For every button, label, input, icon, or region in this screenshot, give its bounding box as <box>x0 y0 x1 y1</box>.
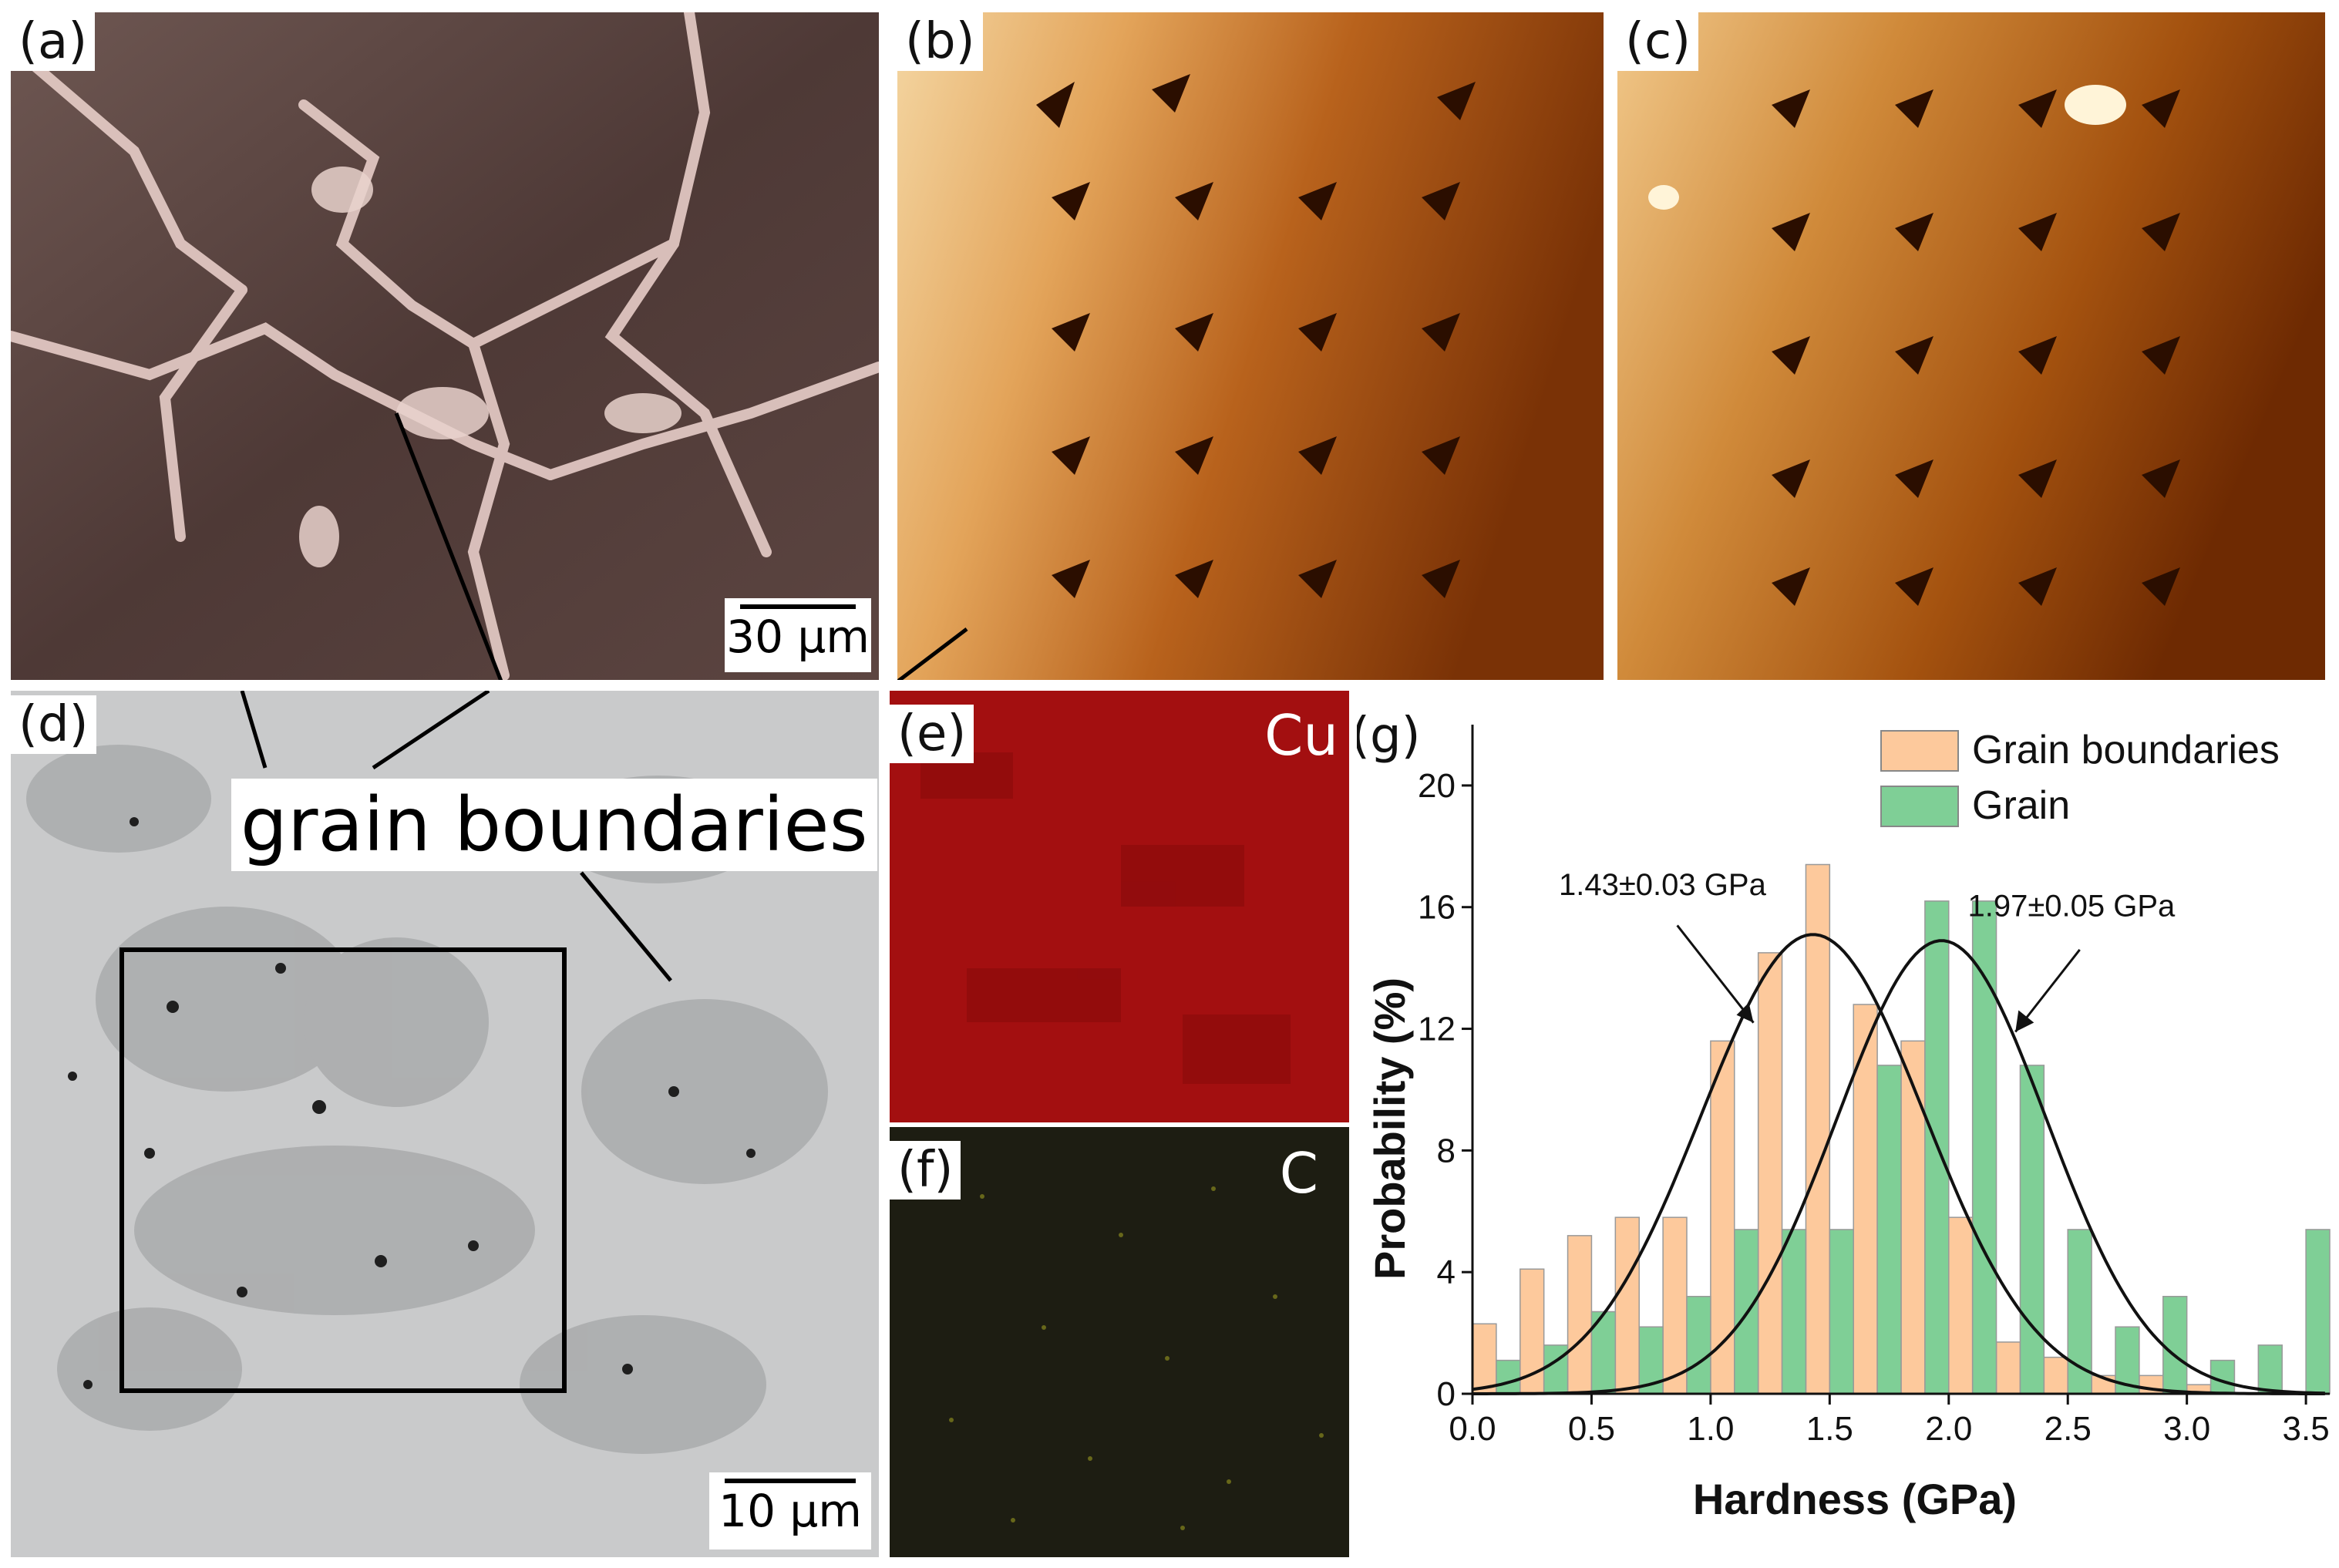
y-tick-label: 16 <box>1418 889 1456 927</box>
gaussian-fit-curve <box>1472 933 2325 1395</box>
bar-grain-boundaries <box>1662 1216 1688 1395</box>
bar-grain-boundaries <box>1995 1341 2021 1395</box>
x-tick-label: 3.0 <box>2163 1410 2210 1448</box>
gaussian-fit-curve <box>1472 939 2325 1395</box>
bar-grain <box>2257 1344 2283 1395</box>
scale-bar-label: 30 μm <box>726 611 870 663</box>
bar-grain-boundaries <box>1567 1235 1593 1395</box>
bar-grain <box>1829 1229 1854 1395</box>
bar-grain-boundaries <box>1900 1040 1926 1395</box>
annotation-arrowhead <box>2015 1010 2034 1032</box>
y-tick-label: 0 <box>1437 1375 1456 1413</box>
region-of-interest-box <box>119 947 567 1393</box>
optical-micrograph-image <box>11 12 879 680</box>
x-tick-label: 2.5 <box>2045 1410 2092 1448</box>
bar-grain-boundaries <box>1805 863 1831 1395</box>
x-tick-label: 3.5 <box>2283 1410 2330 1448</box>
panel-c-afm: (c) <box>1617 12 2325 680</box>
bar-grain <box>1543 1344 1569 1395</box>
panel-label: (a) <box>11 12 96 71</box>
panel-a-micrograph: (a) 30 μm <box>11 12 879 680</box>
legend-swatch <box>1880 786 1959 827</box>
annotation-arrow <box>1676 924 1755 1024</box>
panel-e-cu-map: (e) Cu <box>890 691 1349 1122</box>
panel-f-c-map: (f) C <box>890 1127 1349 1557</box>
bar-grain-boundaries <box>1948 1216 1974 1395</box>
legend-label: Grain <box>1972 783 2070 828</box>
scale-bar-label: 10 μm <box>719 1485 862 1537</box>
bar-grain <box>2162 1295 2188 1395</box>
x-tick-label: 1.0 <box>1687 1410 1734 1448</box>
bar-grain <box>2067 1229 2092 1395</box>
legend-swatch <box>1880 730 1959 772</box>
grain-boundaries-annotation: grain boundaries <box>231 779 877 871</box>
bar-grain-boundaries <box>1472 1323 1497 1395</box>
afm-topography-image <box>1617 12 2325 680</box>
scale-bar: 10 μm <box>709 1472 871 1549</box>
panel-label: (f) <box>890 1141 961 1200</box>
legend-label: Grain boundaries <box>1972 728 2280 772</box>
bar-grain <box>1686 1295 1711 1395</box>
bar-grain <box>1876 1065 1902 1395</box>
x-tick-label: 0.5 <box>1568 1410 1615 1448</box>
panel-label: (e) <box>890 705 974 763</box>
bar-grain <box>1781 1229 1807 1395</box>
y-tick-label: 20 <box>1418 767 1456 805</box>
y-axis-label: Probability (%) <box>1365 977 1414 1280</box>
x-axis-label: Hardness (GPa) <box>1693 1475 2017 1523</box>
bar-grain <box>2305 1229 2331 1395</box>
y-tick-label: 4 <box>1437 1253 1456 1291</box>
panel-b-afm: (b) <box>897 12 1604 680</box>
bar-grain <box>2115 1326 2140 1395</box>
bar-grain-boundaries <box>2043 1356 2068 1395</box>
afm-topography-image <box>897 12 1604 680</box>
bar-grain-boundaries <box>1757 952 1783 1395</box>
panel-label: (b) <box>897 12 983 71</box>
fit-annotation: 1.43±0.03 GPa <box>1559 868 1767 902</box>
x-tick-label: 2.0 <box>1925 1410 1972 1448</box>
scale-bar: 30 μm <box>725 598 871 672</box>
x-tick-label: 0.0 <box>1449 1410 1496 1448</box>
element-label: Cu <box>1264 703 1338 768</box>
panel-label: (g) <box>1357 708 1421 765</box>
c-element-map-image <box>890 1127 1349 1557</box>
y-tick-label: 12 <box>1418 1011 1456 1048</box>
element-label: C <box>1279 1141 1318 1206</box>
bar-grain <box>1496 1359 1521 1395</box>
bar-grain <box>2019 1065 2045 1395</box>
panel-label: (c) <box>1617 12 1699 71</box>
x-tick-label: 1.5 <box>1806 1410 1853 1448</box>
hardness-histogram-chart: (g) 1.43±0.03 GPa 1.97±0.05 GPa 0.0 0.5 1.0 1… <box>1357 708 2331 1523</box>
annotation-arrowhead <box>1736 1002 1754 1023</box>
y-tick-label: 8 <box>1437 1132 1456 1169</box>
fit-annotation: 1.97±0.05 GPa <box>1967 890 2176 924</box>
panel-label: (d) <box>11 695 96 754</box>
bar-grain-boundaries <box>1614 1216 1640 1395</box>
